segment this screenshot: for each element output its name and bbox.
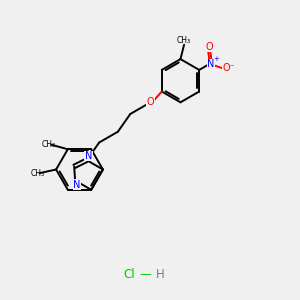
Text: N: N — [73, 180, 81, 190]
Text: O: O — [147, 97, 154, 107]
Text: N: N — [85, 151, 92, 161]
Text: O: O — [206, 42, 214, 52]
Text: CH₃: CH₃ — [42, 140, 56, 148]
Text: CH₃: CH₃ — [177, 36, 191, 45]
Text: +: + — [213, 56, 219, 62]
Text: Cl: Cl — [123, 268, 135, 281]
Text: N: N — [207, 59, 214, 69]
Text: H: H — [156, 268, 165, 281]
Text: —: — — [140, 268, 152, 281]
Text: O⁻: O⁻ — [222, 63, 235, 73]
Text: CH₃: CH₃ — [30, 169, 44, 178]
